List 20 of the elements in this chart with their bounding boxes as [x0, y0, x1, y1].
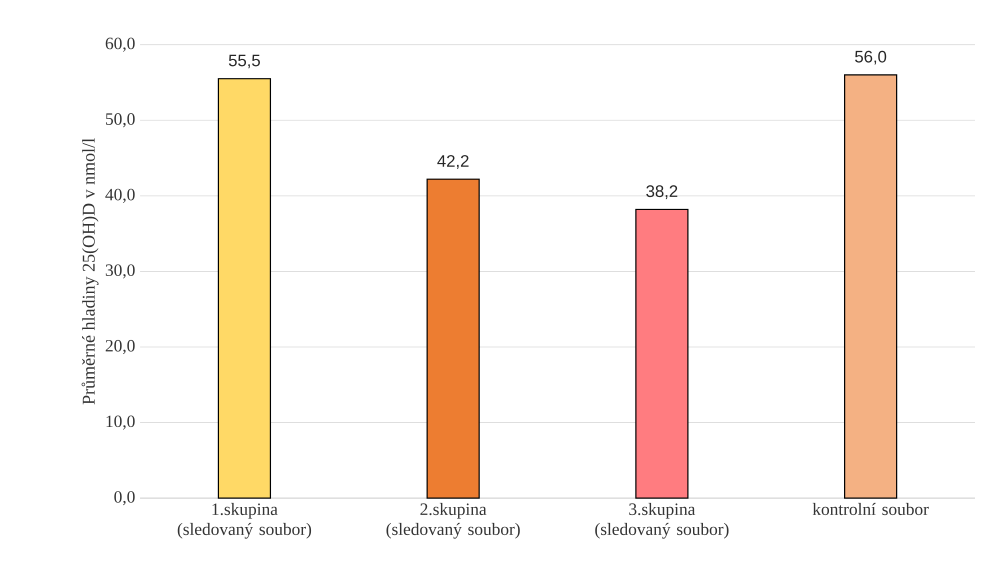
- x-tick-label: 1.skupina (sledovaný soubor): [178, 502, 312, 539]
- y-tick-label: 40,0: [105, 188, 135, 203]
- bar: [426, 178, 480, 499]
- x-tick-label: 3.skupina (sledovaný soubor): [595, 502, 729, 539]
- bar: [844, 74, 898, 499]
- bar: [635, 208, 688, 499]
- y-axis-title: Průměrné hladiny 25(OH)D v nmol/l: [82, 138, 99, 404]
- x-tick-label: 2.skupina (sledovaný soubor): [386, 502, 520, 539]
- y-tick-label: 50,0: [106, 113, 135, 128]
- data-label: 55,5: [228, 54, 260, 68]
- x-tick-label: kontrolní soubor: [812, 502, 929, 516]
- data-label: 56,0: [855, 50, 886, 64]
- y-tick-label: 10,0: [106, 415, 135, 430]
- y-tick-label: 0,0: [114, 490, 135, 506]
- data-label: 38,2: [646, 185, 678, 199]
- y-tick-label: 20,0: [106, 340, 135, 354]
- data-label: 42,2: [437, 154, 469, 169]
- y-tick-label: 30,0: [106, 264, 135, 278]
- bar: [218, 78, 272, 499]
- y-tick-label: 60,0: [106, 37, 135, 52]
